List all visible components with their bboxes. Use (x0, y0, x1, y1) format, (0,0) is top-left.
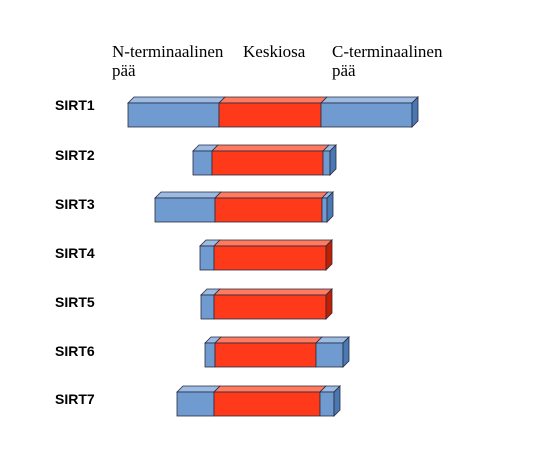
sirt4-bar-side (325, 239, 333, 271)
sirt3-n-terminal-top (154, 191, 222, 199)
sirt7-core-segment (213, 391, 321, 417)
sirt4-core-segment (213, 245, 327, 271)
sirt1-c-terminal-top (320, 96, 419, 104)
label-sirt5: SIRT5 (55, 294, 95, 310)
sirt6-core-top (214, 336, 323, 344)
sirt7-bar-side (333, 385, 341, 417)
sirt7-c-terminal-segment (319, 391, 335, 417)
sirt3-core-top (214, 191, 329, 199)
sirt2-core-top (211, 144, 330, 152)
sirt5-core-top (213, 288, 333, 296)
sirt3-c-terminal-segment (321, 197, 328, 223)
sirt4-n-terminal-segment (199, 245, 215, 271)
sirt2-n-terminal-segment (192, 150, 213, 176)
sirt3-core-segment (214, 197, 323, 223)
sirt4-core-top (213, 239, 333, 247)
sirt3-n-terminal-segment (154, 197, 216, 223)
sirt6-core-segment (214, 342, 317, 368)
sirt6-n-terminal-segment (204, 342, 216, 368)
header-central: Keskiosa (243, 42, 306, 61)
label-sirt2: SIRT2 (55, 147, 95, 163)
header-c-terminal: C-terminaalinen pää (332, 42, 443, 80)
label-sirt4: SIRT4 (55, 245, 95, 261)
sirt5-n-terminal-segment (200, 294, 215, 320)
sirt7-n-terminal-top (176, 385, 221, 393)
sirt6-c-terminal-segment (315, 342, 344, 368)
header-n-terminal: N-terminaalinen pää (112, 42, 224, 80)
label-sirt7: SIRT7 (55, 391, 95, 407)
sirt1-n-terminal-top (127, 96, 226, 104)
sirt2-core-segment (211, 150, 324, 176)
sirt1-core-top (218, 96, 328, 104)
sirt1-n-terminal-segment (127, 102, 220, 128)
sirt7-core-top (213, 385, 327, 393)
sirt7-n-terminal-segment (176, 391, 215, 417)
sirt1-bar-side (411, 96, 419, 128)
sirt6-bar-side (342, 336, 350, 368)
sirt3-bar-side (326, 191, 334, 223)
sirt1-c-terminal-segment (320, 102, 413, 128)
sirt5-core-segment (213, 294, 327, 320)
label-sirt1: SIRT1 (55, 97, 95, 113)
label-sirt6: SIRT6 (55, 343, 95, 359)
sirt5-bar-side (325, 288, 333, 320)
sirt2-bar-side (329, 144, 337, 176)
sirt1-core-segment (218, 102, 322, 128)
sirt2-c-terminal-segment (322, 150, 331, 176)
label-sirt3: SIRT3 (55, 196, 95, 212)
